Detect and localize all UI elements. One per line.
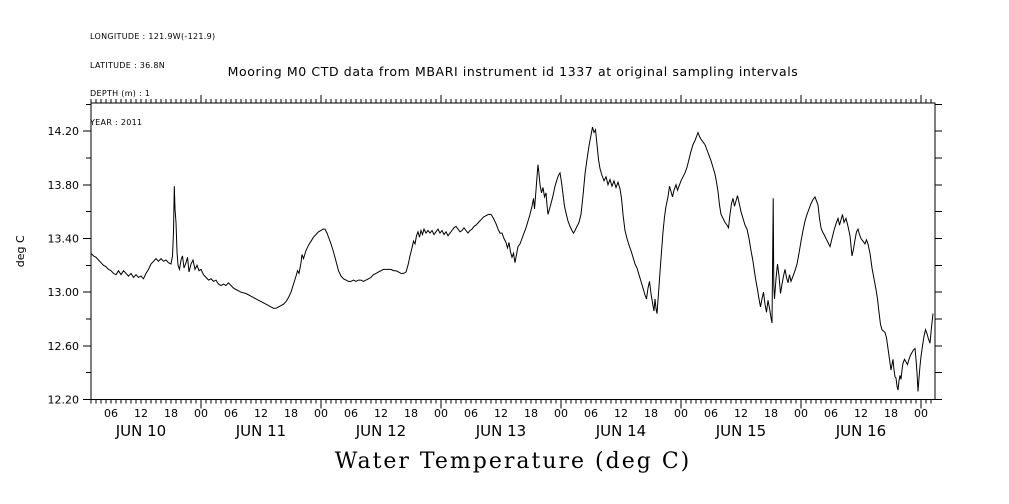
x-axis-tick-label: 00: [314, 407, 328, 420]
x-axis-day-label: JUN 13: [475, 422, 526, 440]
y-axis-tick-label: 14.20: [48, 125, 80, 138]
x-axis-day-label: JUN 11: [235, 422, 286, 440]
x-axis-tick-label: 06: [704, 407, 718, 420]
temperature-line: [90, 126, 934, 392]
x-axis-tick-label: 06: [224, 407, 238, 420]
x-axis-tick-label: 06: [104, 407, 118, 420]
y-axis-tick-label: 13.00: [48, 286, 80, 299]
metadata-block: LONGITUDE : 121.9W(-121.9) LATITUDE : 36…: [90, 13, 215, 146]
y-axis-tick-label: 13.40: [48, 233, 80, 246]
metadata-longitude: LONGITUDE : 121.9W(-121.9): [90, 32, 216, 41]
x-axis-tick-label: 00: [914, 407, 928, 420]
y-axis-title: deg C: [14, 235, 27, 267]
x-axis-tick-label: 18: [284, 407, 298, 420]
x-axis-tick-label: 12: [854, 407, 868, 420]
x-axis-tick-label: 06: [584, 407, 598, 420]
x-axis-tick-label: 12: [374, 407, 388, 420]
x-axis-tick-label: 18: [764, 407, 778, 420]
x-axis-tick-label: 18: [644, 407, 658, 420]
x-axis-tick-label: 06: [344, 407, 358, 420]
x-axis-tick-label: 12: [734, 407, 748, 420]
y-axis-tick-label: 12.20: [48, 394, 80, 407]
x-axis-day-label: JUN 10: [115, 422, 166, 440]
x-axis-day-label: JUN 15: [715, 422, 766, 440]
x-axis-tick-label: 00: [794, 407, 808, 420]
x-axis-day-label: JUN 16: [835, 422, 886, 440]
plot-box: [90, 102, 936, 400]
chart-title: Mooring M0 CTD data from MBARI instrumen…: [227, 64, 799, 79]
metadata-latitude: LATITUDE : 36.8N: [90, 60, 166, 70]
x-axis-tick-label: 00: [554, 407, 568, 420]
x-axis-title: Water Temperature (deg C): [334, 449, 692, 474]
x-axis-tick-label: 18: [164, 407, 178, 420]
x-axis-tick-label: 18: [884, 407, 898, 420]
x-axis-tick-label: 06: [824, 407, 838, 420]
x-axis-tick-label: 12: [254, 407, 268, 420]
x-axis-tick-label: 18: [524, 407, 538, 420]
x-axis-tick-label: 18: [404, 407, 418, 420]
y-axis-tick-label: 13.80: [48, 179, 80, 192]
x-axis-tick-label: 12: [134, 407, 148, 420]
metadata-year: YEAR : 2011: [90, 117, 143, 127]
y-axis-tick-label: 12.60: [48, 340, 80, 353]
x-axis-tick-label: 00: [194, 407, 208, 420]
x-axis-day-label: JUN 12: [355, 422, 406, 440]
x-axis-tick-label: 00: [434, 407, 448, 420]
x-axis-tick-label: 12: [614, 407, 628, 420]
metadata-depth: DEPTH (m) : 1: [90, 89, 151, 98]
x-axis-tick-label: 00: [674, 407, 688, 420]
x-axis-tick-label: 06: [464, 407, 478, 420]
x-axis-day-label: JUN 14: [595, 422, 646, 440]
x-axis-tick-label: 12: [494, 407, 508, 420]
